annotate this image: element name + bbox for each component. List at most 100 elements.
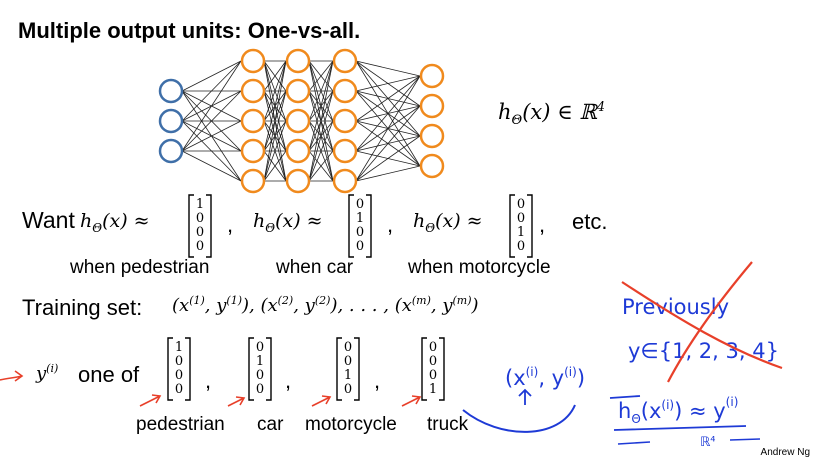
- hidden-unit: [240, 48, 266, 74]
- comma: ,: [205, 368, 212, 393]
- red-arrow-icon: [227, 396, 246, 407]
- handwritten-pair: (x(i), y(i)): [505, 365, 585, 390]
- matrix-entry: 1: [175, 340, 183, 355]
- when-car-label: when car: [276, 257, 354, 278]
- matrix-entry: 1: [517, 225, 525, 240]
- blue-curve: [462, 404, 576, 433]
- matrix-bracket: [509, 194, 533, 258]
- matrix-entry: 0: [517, 197, 525, 212]
- matrix-entry: 1: [196, 197, 204, 212]
- matrix-bracket: [336, 337, 360, 401]
- matrix-entry: 0: [517, 239, 525, 254]
- matrix-entry: 0: [429, 340, 437, 355]
- red-arrow-icon: [311, 395, 332, 407]
- comma: ,: [387, 212, 394, 237]
- matrix-entry: 0: [429, 354, 437, 369]
- matrix-bracket: [348, 194, 372, 258]
- network-edge: [263, 150, 287, 182]
- handwritten-r4: ℝ⁴: [700, 435, 716, 450]
- network-edge: [308, 60, 334, 122]
- matrix-bracket: [188, 194, 212, 258]
- hidden-unit: [332, 108, 358, 134]
- handwritten-y-set: y∈{1, 2, 3, 4}: [628, 339, 779, 363]
- network-edge: [308, 60, 334, 92]
- when-motorcycle-label: when motorcycle: [408, 257, 551, 278]
- network-edge: [355, 75, 421, 122]
- matrix-entry: 0: [344, 354, 352, 369]
- comma: ,: [285, 368, 292, 393]
- when-pedestrian-label: when pedestrian: [70, 257, 210, 278]
- matrix-bracket: [248, 337, 272, 401]
- output-unit: [419, 63, 445, 89]
- output-unit: [419, 123, 445, 149]
- network-edge: [308, 60, 334, 152]
- matrix-entry: 1: [356, 211, 364, 226]
- network-edge: [263, 60, 287, 92]
- matrix-bracket: [167, 337, 191, 401]
- etc-text: etc.: [572, 209, 608, 234]
- matrix-entry: 0: [256, 368, 264, 383]
- hidden-unit: [240, 78, 266, 104]
- matrix-entry: 0: [356, 225, 364, 240]
- hidden-unit: [332, 78, 358, 104]
- network-edge: [355, 75, 421, 92]
- hidden-unit: [285, 108, 311, 134]
- matrix-entry: 1: [256, 354, 264, 369]
- hidden-unit: [285, 48, 311, 74]
- network-edge: [181, 60, 242, 122]
- network-edge: [181, 120, 242, 152]
- network-edge: [308, 60, 334, 182]
- matrix-entry: 0: [344, 340, 352, 355]
- cross-out-line: [667, 261, 753, 383]
- matrix-entry: 0: [429, 368, 437, 383]
- motorcycle-label: motorcycle: [305, 414, 397, 435]
- matrix-entry: 0: [175, 354, 183, 369]
- approx-expr-2: hΘ(x) ≈: [253, 210, 323, 235]
- hidden-unit: [332, 138, 358, 164]
- network-edge: [355, 135, 421, 182]
- matrix-bracket: [421, 337, 445, 401]
- hidden-unit: [285, 138, 311, 164]
- training-set-expression: (x(1), y(1)), (x(2), y(2)), . . . , (x(m…: [172, 294, 479, 316]
- matrix-entry: 0: [256, 382, 264, 397]
- car-label: car: [257, 414, 284, 435]
- comma: ,: [227, 212, 234, 237]
- credit-text: Andrew Ng: [760, 447, 810, 458]
- network-edge: [308, 90, 334, 182]
- matrix-entry: 0: [344, 382, 352, 397]
- want-label: Want: [22, 207, 75, 233]
- red-arrows: [0, 370, 422, 407]
- network-edge: [181, 60, 242, 152]
- red-arrow-icon: [401, 395, 422, 407]
- output-unit: [419, 153, 445, 179]
- y-i-symbol: y(i): [36, 362, 59, 384]
- network-edge: [263, 60, 287, 182]
- matrix-entry: 0: [356, 197, 364, 212]
- network-edge: [263, 90, 287, 182]
- matrix-entry: 0: [196, 225, 204, 240]
- network-edge: [263, 60, 287, 122]
- matrix-entry: 1: [429, 382, 437, 397]
- matrix-entry: 0: [256, 340, 264, 355]
- matrix-entry: 0: [196, 211, 204, 226]
- hidden-unit: [285, 78, 311, 104]
- comma: ,: [539, 212, 546, 237]
- underline: [609, 395, 747, 431]
- input-unit: [158, 138, 184, 164]
- output-unit: [419, 93, 445, 119]
- network-edge: [355, 60, 421, 77]
- network-edge: [355, 75, 421, 152]
- truck-label: truck: [427, 414, 469, 435]
- input-unit: [158, 108, 184, 134]
- approx-expr-3: hΘ(x) ≈: [413, 210, 483, 235]
- network-edge: [263, 60, 287, 152]
- cross-out-line: [621, 281, 783, 370]
- network-edge: [355, 105, 421, 182]
